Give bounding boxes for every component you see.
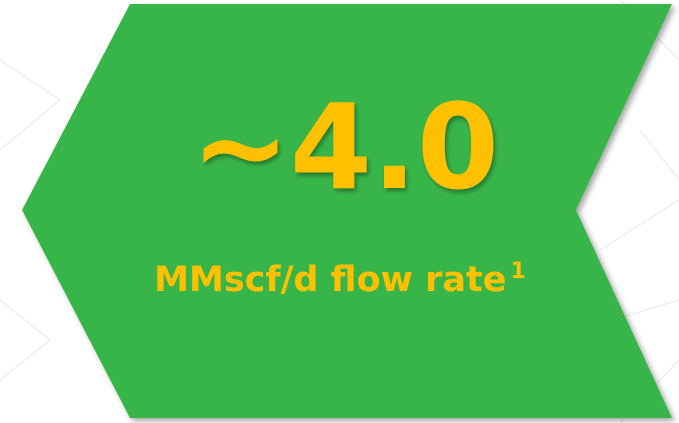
headline: ~4.0 (191, 78, 499, 216)
caption: MMscf/d flow rate (154, 260, 506, 300)
chevron (22, 4, 672, 418)
caption-line: MMscf/d flow rate 1 (154, 259, 526, 300)
footnote-marker: 1 (511, 259, 526, 284)
